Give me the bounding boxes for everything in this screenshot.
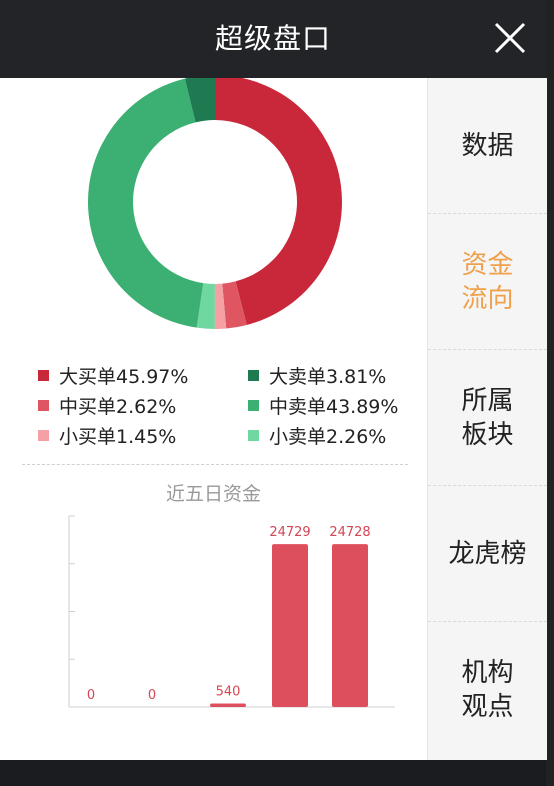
side-item-institution[interactable]: 机构 观点 xyxy=(428,622,547,758)
bar xyxy=(272,544,308,707)
bar-value-label: 0 xyxy=(148,688,156,703)
legend-swatch xyxy=(38,400,49,411)
bar-value-label: 0 xyxy=(87,688,95,703)
donut-slice xyxy=(222,281,247,329)
side-item-label: 机构 观点 xyxy=(461,658,514,722)
legend-item: 小卖单2.26% xyxy=(248,422,386,449)
page-title: 超级盘口 xyxy=(214,22,331,55)
legend-swatch xyxy=(248,400,259,411)
donut-slice xyxy=(196,283,215,329)
close-icon[interactable] xyxy=(490,18,530,58)
legend-item: 大买单45.97% xyxy=(38,362,188,389)
side-item-sector[interactable]: 所属 板块 xyxy=(428,350,547,486)
bar-value-label: 540 xyxy=(216,684,241,699)
bar-chart-title: 近五日资金 xyxy=(165,483,261,505)
donut-chart xyxy=(87,78,342,329)
legend-item: 小买单1.45% xyxy=(38,422,176,449)
side-item-dragon-tiger[interactable]: 龙虎榜 xyxy=(428,486,547,622)
legend-item: 中买单2.62% xyxy=(38,392,176,419)
legend-label: 中买单2.62% xyxy=(59,396,177,418)
legend-swatch xyxy=(38,370,49,381)
bar xyxy=(332,544,368,707)
legend-label: 大卖单3.81% xyxy=(269,366,387,388)
fund-flow-panel: 大买单45.97% 大卖单3.81% 中买单2.62% 中卖单43.89% 小买单1.4… xyxy=(0,78,547,760)
legend-item: 大卖单3.81% xyxy=(248,362,386,389)
side-item-data[interactable]: 数据 xyxy=(428,78,547,214)
five-day-bar-chart: 0 0 540 24729 24728 xyxy=(68,515,395,708)
side-item-label: 资金 流向 xyxy=(461,249,514,314)
legend-label: 大买单45.97% xyxy=(59,366,189,388)
bar-value-label: 24729 xyxy=(269,525,310,540)
bar xyxy=(210,703,246,707)
legend-swatch xyxy=(248,370,259,381)
background-edge xyxy=(546,0,554,786)
legend-label: 小卖单2.26% xyxy=(269,426,387,448)
bottom-strip xyxy=(0,760,546,786)
bar-value-label: 24728 xyxy=(329,525,370,540)
side-menu: 数据资金 流向所属 板块龙虎榜机构 观点 xyxy=(427,78,547,760)
donut-slice xyxy=(215,78,342,325)
donut-slice xyxy=(87,78,204,328)
section-divider xyxy=(22,464,408,465)
side-item-fund-flow[interactable]: 资金 流向 xyxy=(428,214,547,350)
donut-slice xyxy=(184,78,215,123)
legend-label: 小买单1.45% xyxy=(59,426,177,448)
side-item-label: 所属 板块 xyxy=(461,385,514,450)
side-item-label: 龙虎榜 xyxy=(448,538,527,569)
fund-flow-content: 大买单45.97% 大卖单3.81% 中买单2.62% 中卖单43.89% 小买单1.4… xyxy=(0,78,427,760)
donut-slice xyxy=(214,283,227,329)
legend-swatch xyxy=(248,430,259,441)
legend-swatch xyxy=(38,430,49,441)
legend-item: 中卖单43.89% xyxy=(248,392,398,419)
legend-label: 中卖单43.89% xyxy=(269,396,399,418)
side-item-label: 数据 xyxy=(461,130,514,161)
header-bar: 超级盘口 xyxy=(0,0,546,78)
